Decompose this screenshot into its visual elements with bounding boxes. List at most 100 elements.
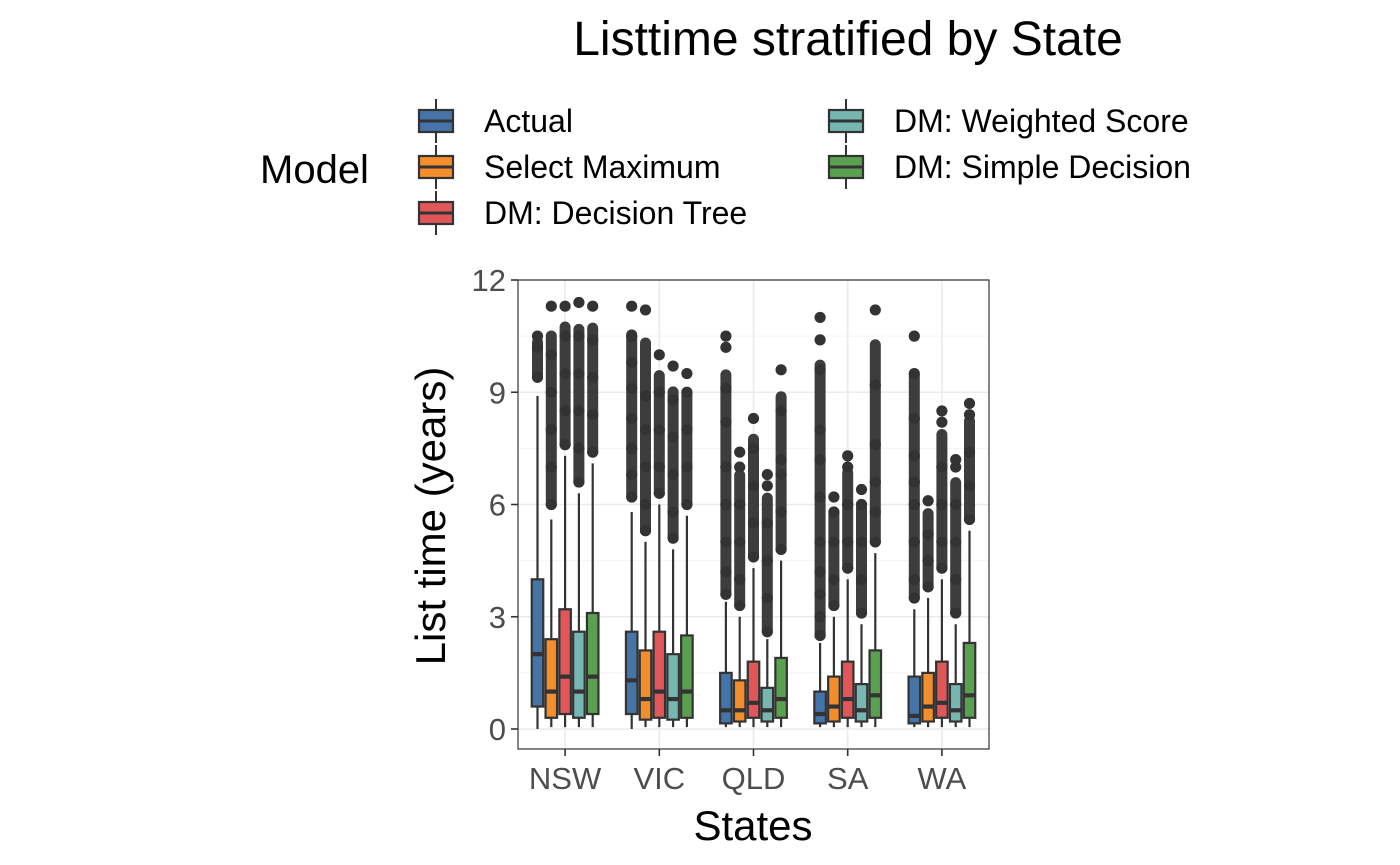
box-body xyxy=(935,660,949,719)
x-tick-label: WA xyxy=(918,761,967,796)
box-body xyxy=(572,630,586,719)
box-WA-1 xyxy=(907,330,922,728)
box-body xyxy=(921,671,935,723)
x-tick-label: NSW xyxy=(529,761,602,796)
outlier-point xyxy=(747,412,760,425)
box-body xyxy=(962,641,977,719)
outlier-point xyxy=(855,483,868,496)
chart-title: Listtime stratified by State xyxy=(573,13,1123,66)
legend-item: DM: Decision Tree xyxy=(417,191,747,235)
box-VIC-4 xyxy=(666,360,680,728)
box-SA-3 xyxy=(840,450,855,728)
box-VIC-2 xyxy=(638,304,653,728)
outlier-point xyxy=(761,468,773,481)
box-body xyxy=(854,682,869,723)
outlier-point xyxy=(720,341,732,353)
box-body xyxy=(774,656,788,719)
box-QLD-2 xyxy=(732,446,747,728)
box-body xyxy=(948,682,963,723)
x-tick-label: QLD xyxy=(722,761,786,796)
y-axis: 0 3 6 9 12 xyxy=(472,263,518,747)
box-body xyxy=(840,660,855,719)
legend-label: Actual xyxy=(484,103,573,139)
y-tick-label: 9 xyxy=(489,375,506,410)
outlier-point xyxy=(814,334,826,346)
legend: Model Actual Select Maximum DM: Decision T… xyxy=(260,99,1191,235)
outlier-point xyxy=(963,397,976,410)
box-body xyxy=(544,638,559,719)
box-body xyxy=(746,660,761,719)
legend-item: DM: Weighted Score xyxy=(827,99,1189,143)
x-axis-title: States xyxy=(693,802,812,849)
plot-marks xyxy=(530,296,977,729)
legend-item: DM: Simple Decision xyxy=(827,145,1191,189)
box-WA-5 xyxy=(962,397,977,728)
outlier-point xyxy=(950,454,962,466)
outlier-point xyxy=(545,300,557,312)
box-SA-5 xyxy=(868,304,883,728)
outlier-point xyxy=(653,349,665,361)
box-VIC-1 xyxy=(624,300,639,729)
box-VIC-3 xyxy=(652,349,667,728)
y-axis-title: List time (years) xyxy=(407,367,454,666)
outlier-point xyxy=(720,330,732,342)
y-tick-label: 12 xyxy=(472,263,506,298)
outlier-point xyxy=(936,405,948,417)
box-NSW-5 xyxy=(585,300,600,728)
box-body xyxy=(827,675,841,723)
box-body xyxy=(558,608,572,716)
outlier-point xyxy=(814,311,826,324)
y-tick-label: 0 xyxy=(489,712,506,747)
legend-label: DM: Simple Decision xyxy=(894,149,1191,185)
box-QLD-3 xyxy=(746,412,761,728)
outlier-point xyxy=(681,367,693,380)
box-body xyxy=(760,686,775,723)
outlier-point xyxy=(775,364,787,376)
box-body xyxy=(907,675,922,725)
box-body xyxy=(638,649,653,721)
legend-item: Actual xyxy=(417,99,573,143)
box-QLD-4 xyxy=(760,468,775,728)
outlier-point xyxy=(639,304,652,316)
box-WA-4 xyxy=(948,454,963,728)
box-NSW-1 xyxy=(530,330,545,729)
box-body xyxy=(680,634,694,719)
box-QLD-5 xyxy=(774,364,788,728)
box-NSW-2 xyxy=(544,300,559,728)
legend-item: Select Maximum xyxy=(417,145,721,189)
legend-title: Model xyxy=(260,148,369,192)
legend-label: Select Maximum xyxy=(484,149,721,185)
outlier-point xyxy=(573,296,585,309)
outlier-point xyxy=(908,330,920,342)
outlier-point xyxy=(626,300,638,312)
legend-label: DM: Weighted Score xyxy=(894,103,1189,139)
box-QLD-1 xyxy=(719,330,733,728)
legend-label: DM: Decision Tree xyxy=(484,195,747,231)
outlier-point xyxy=(761,480,773,492)
y-tick-label: 3 xyxy=(489,600,506,635)
box-body xyxy=(624,630,639,716)
box-body xyxy=(652,630,667,719)
y-tick-label: 6 xyxy=(489,488,506,523)
box-NSW-4 xyxy=(572,296,586,728)
box-NSW-3 xyxy=(558,300,572,728)
outlier-point xyxy=(734,461,746,473)
outlier-point xyxy=(936,416,948,428)
box-SA-1 xyxy=(813,311,827,728)
x-tick-label: VIC xyxy=(633,761,685,796)
outlier-point xyxy=(842,450,854,462)
outlier-point xyxy=(869,304,881,316)
box-body xyxy=(666,653,680,721)
outlier-point xyxy=(667,360,679,372)
box-body xyxy=(585,611,600,716)
box-SA-2 xyxy=(827,491,841,728)
outlier-point xyxy=(734,446,746,458)
box-body xyxy=(732,679,747,723)
box-body xyxy=(530,578,545,708)
box-SA-4 xyxy=(854,483,869,728)
box-body xyxy=(719,671,733,725)
box-body xyxy=(813,690,827,725)
x-tick-label: SA xyxy=(827,761,869,796)
outlier-point xyxy=(587,300,599,312)
